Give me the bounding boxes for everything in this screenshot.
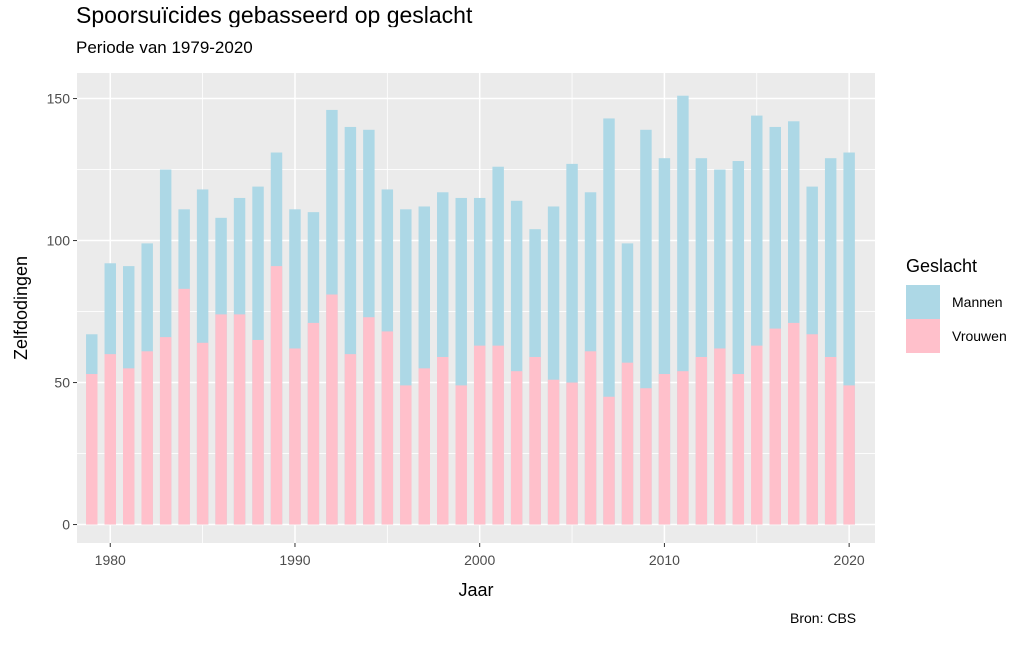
bar-mannen-2013 <box>714 169 726 525</box>
bar-vrouwen-1979 <box>86 374 98 525</box>
bar-vrouwen-2005 <box>566 382 578 525</box>
bar-vrouwen-2012 <box>695 356 708 525</box>
bar-vrouwen-2006 <box>584 351 597 525</box>
bar-vrouwen-2001 <box>492 345 504 525</box>
chart-title: Spoorsuïcides gebasseerd op geslacht <box>76 2 473 28</box>
y-axis: 0 50 100 150 <box>47 91 77 533</box>
bar-vrouwen-2010 <box>658 374 671 525</box>
bar-vrouwen-2014 <box>732 374 745 525</box>
legend-title: Geslacht <box>906 256 978 276</box>
bars <box>86 95 855 525</box>
chart-subtitle: Periode van 1979-2020 <box>76 38 253 57</box>
bar-vrouwen-2008 <box>621 362 634 525</box>
bar-vrouwen-1988 <box>252 339 264 525</box>
bar-vrouwen-1984 <box>178 288 190 525</box>
bar-vrouwen-2004 <box>547 379 560 525</box>
x-axis: 1980 1990 2000 2010 2020 <box>95 543 865 568</box>
bar-mannen-2015 <box>751 115 763 525</box>
x-tick-label: 2010 <box>649 552 680 568</box>
legend: Geslacht Mannen Vrouwen <box>906 256 1007 353</box>
y-tick-label: 100 <box>47 233 71 249</box>
bar-vrouwen-1982 <box>141 351 153 525</box>
bar-vrouwen-2009 <box>640 388 652 525</box>
bar-mannen-2020 <box>843 152 855 525</box>
bar-vrouwen-1999 <box>455 385 467 525</box>
bar-vrouwen-2007 <box>603 396 615 525</box>
bar-vrouwen-1985 <box>196 342 209 525</box>
bar-mannen-2010 <box>658 158 671 525</box>
x-tick-label: 1990 <box>279 552 310 568</box>
y-tick-label: 150 <box>47 91 71 107</box>
x-axis-title: Jaar <box>458 580 493 600</box>
legend-label-vrouwen: Vrouwen <box>952 328 1007 344</box>
bar-vrouwen-2015 <box>751 345 763 525</box>
bar-mannen-2012 <box>695 158 708 525</box>
bar-mannen-2004 <box>547 206 560 525</box>
bar-vrouwen-2020 <box>843 385 855 525</box>
bar-mannen-1997 <box>418 206 431 525</box>
y-tick-label: 0 <box>62 517 70 533</box>
legend-item-vrouwen: Vrouwen <box>906 319 1007 353</box>
bar-vrouwen-1987 <box>233 314 246 525</box>
bar-vrouwen-1994 <box>363 317 375 525</box>
legend-swatch-mannen <box>906 285 940 319</box>
x-tick-label: 2020 <box>834 552 865 568</box>
bar-vrouwen-2016 <box>769 328 781 525</box>
bar-vrouwen-1980 <box>104 354 116 525</box>
x-tick-label: 2000 <box>464 552 495 568</box>
bar-vrouwen-1983 <box>159 337 172 525</box>
bar-mannen-2002 <box>510 200 523 525</box>
bar-mannen-2009 <box>640 129 652 525</box>
bar-vrouwen-2013 <box>714 348 726 525</box>
bar-mannen-2014 <box>732 161 745 525</box>
bar-mannen-1996 <box>400 209 412 525</box>
bar-mannen-2005 <box>566 163 578 525</box>
bar-mannen-2019 <box>824 158 837 525</box>
bar-vrouwen-1989 <box>270 266 283 525</box>
bar-vrouwen-2003 <box>529 356 541 525</box>
bar-mannen-2016 <box>769 126 781 525</box>
bar-vrouwen-2000 <box>473 345 486 525</box>
bar-vrouwen-1995 <box>381 331 394 525</box>
bar-vrouwen-1997 <box>418 368 431 525</box>
bar-mannen-2011 <box>677 95 689 525</box>
legend-label-mannen: Mannen <box>952 294 1003 310</box>
bar-vrouwen-2002 <box>510 371 523 525</box>
bar-vrouwen-1990 <box>289 348 301 525</box>
x-tick-label: 1980 <box>95 552 126 568</box>
bar-mannen-1999 <box>455 197 467 525</box>
bar-vrouwen-1996 <box>400 385 412 525</box>
bar-vrouwen-2019 <box>824 356 837 525</box>
bar-vrouwen-2018 <box>806 334 818 525</box>
bar-vrouwen-2011 <box>677 371 689 525</box>
bar-vrouwen-1981 <box>122 368 135 525</box>
bar-vrouwen-1992 <box>326 294 338 525</box>
bar-vrouwen-1991 <box>307 322 320 525</box>
bar-vrouwen-2017 <box>787 322 800 525</box>
bar-vrouwen-1993 <box>344 354 357 525</box>
y-axis-title: Zelfdodingen <box>11 256 31 360</box>
bar-mannen-2007 <box>603 118 615 525</box>
bar-mannen-1993 <box>344 126 357 525</box>
bar-vrouwen-1998 <box>437 356 449 525</box>
legend-item-mannen: Mannen <box>906 285 1007 319</box>
source-caption: Bron: CBS <box>790 610 857 626</box>
legend-swatch-vrouwen <box>906 319 940 353</box>
y-tick-label: 50 <box>54 375 70 391</box>
bar-vrouwen-1986 <box>215 314 227 525</box>
